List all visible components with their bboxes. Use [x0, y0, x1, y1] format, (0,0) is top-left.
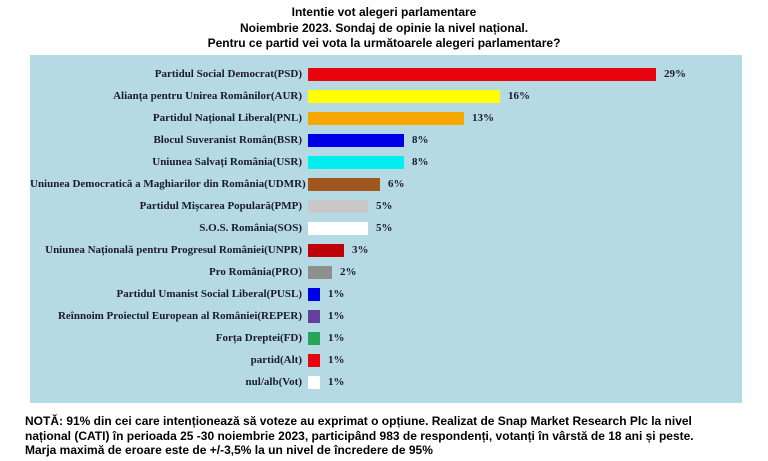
chart-row: Partidul Național Liberal(PNL) 13% — [30, 107, 742, 129]
chart-row: Partidul Social Democrat(PSD) 29% — [30, 63, 742, 85]
bar — [308, 133, 404, 147]
chart-row: nul/alb(Vot) 1% — [30, 371, 742, 393]
chart-row: Partidul Mișcarea Populară(PMP) 5% — [30, 195, 742, 217]
chart-row: Blocul Suveranist Român(BSR) 8% — [30, 129, 742, 151]
bar-rows-container: Partidul Social Democrat(PSD) 29% Alianț… — [30, 55, 742, 403]
bar — [308, 155, 404, 169]
value-label: 13% — [472, 112, 494, 124]
party-label: nul/alb(Vot) — [245, 376, 302, 388]
footnote-line-3: Marja maximă de eroare este de +/-3,5% l… — [25, 443, 433, 458]
party-label: Partidul Umanist Social Liberal(PUSL) — [116, 288, 302, 300]
bar — [308, 67, 656, 81]
chart-row: Forța Dreptei(FD) 1% — [30, 327, 742, 349]
value-label: 1% — [328, 332, 345, 344]
party-label: Partidul Mișcarea Populară(PMP) — [139, 200, 302, 212]
value-label: 8% — [412, 134, 429, 146]
value-label: 1% — [328, 376, 345, 388]
party-label: Uniunea Națională pentru Progresul Român… — [45, 244, 302, 256]
chart-plot-area: Partidul Social Democrat(PSD) 29% Alianț… — [30, 55, 742, 403]
bar — [308, 265, 332, 279]
bar — [308, 89, 500, 103]
bar — [308, 221, 368, 235]
chart-row: Partidul Umanist Social Liberal(PUSL) 1% — [30, 283, 742, 305]
bar — [308, 309, 320, 323]
value-label: 2% — [340, 266, 357, 278]
title-line-1: Intentie vot alegeri parlamentare — [291, 5, 477, 19]
footnote-line-2: național (CATI) în perioada 25 -30 noiem… — [25, 428, 694, 443]
title-line-3: Pentru ce partid vei vota la următoarele… — [207, 36, 561, 50]
bar — [308, 287, 320, 301]
bar — [308, 375, 320, 389]
chart-row: Alianța pentru Unirea Românilor(AUR) 16% — [30, 85, 742, 107]
bar — [308, 331, 320, 345]
party-label: Pro România(PRO) — [209, 266, 302, 278]
value-label: 1% — [328, 310, 345, 322]
chart-row: Uniunea Salvați România(USR) 8% — [30, 151, 742, 173]
chart-row: Reînnoim Proiectul European al României(… — [30, 305, 742, 327]
title-line-2: Noiembrie 2023. Sondaj de opinie la nive… — [239, 20, 529, 35]
value-label: 5% — [376, 222, 393, 234]
party-label: Partidul Național Liberal(PNL) — [152, 112, 302, 124]
party-label: Blocul Suveranist Român(BSR) — [153, 134, 302, 146]
party-label: Partidul Social Democrat(PSD) — [154, 68, 302, 80]
bar — [308, 111, 464, 125]
value-label: 5% — [376, 200, 393, 212]
footnote: NOTĂ: 91% din cei care intenționează să … — [25, 414, 760, 458]
party-label: Uniunea Salvați România(USR) — [152, 156, 302, 168]
value-label: 29% — [664, 68, 686, 80]
value-label: 16% — [508, 90, 530, 102]
value-label: 1% — [328, 288, 345, 300]
value-label: 3% — [352, 244, 369, 256]
party-label: S.O.S. România(SOS) — [199, 222, 302, 234]
bar — [308, 199, 368, 213]
chart-row: partid(Alt) 1% — [30, 349, 742, 371]
value-label: 6% — [388, 178, 405, 190]
value-label: 1% — [328, 354, 345, 366]
party-label: partid(Alt) — [250, 354, 302, 366]
chart-row: Uniunea Națională pentru Progresul Român… — [30, 239, 742, 261]
bar — [308, 177, 380, 191]
chart-row: S.O.S. România(SOS) 5% — [30, 217, 742, 239]
footnote-line-1: NOTĂ: 91% din cei care intenționează să … — [25, 414, 692, 428]
party-label: Alianța pentru Unirea Românilor(AUR) — [113, 90, 302, 102]
value-label: 8% — [412, 156, 429, 168]
chart-row: Pro România(PRO) 2% — [30, 261, 742, 283]
party-label: Uniunea Democratică a Maghiarilor din Ro… — [30, 178, 306, 190]
bar — [308, 243, 344, 257]
chart-title: Intentie vot alegeri parlamentare Noiemb… — [0, 5, 768, 52]
bar — [308, 353, 320, 367]
chart-row: Uniunea Democratică a Maghiarilor din Ro… — [30, 173, 742, 195]
party-label: Reînnoim Proiectul European al României(… — [57, 310, 302, 322]
party-label: Forța Dreptei(FD) — [215, 332, 302, 344]
